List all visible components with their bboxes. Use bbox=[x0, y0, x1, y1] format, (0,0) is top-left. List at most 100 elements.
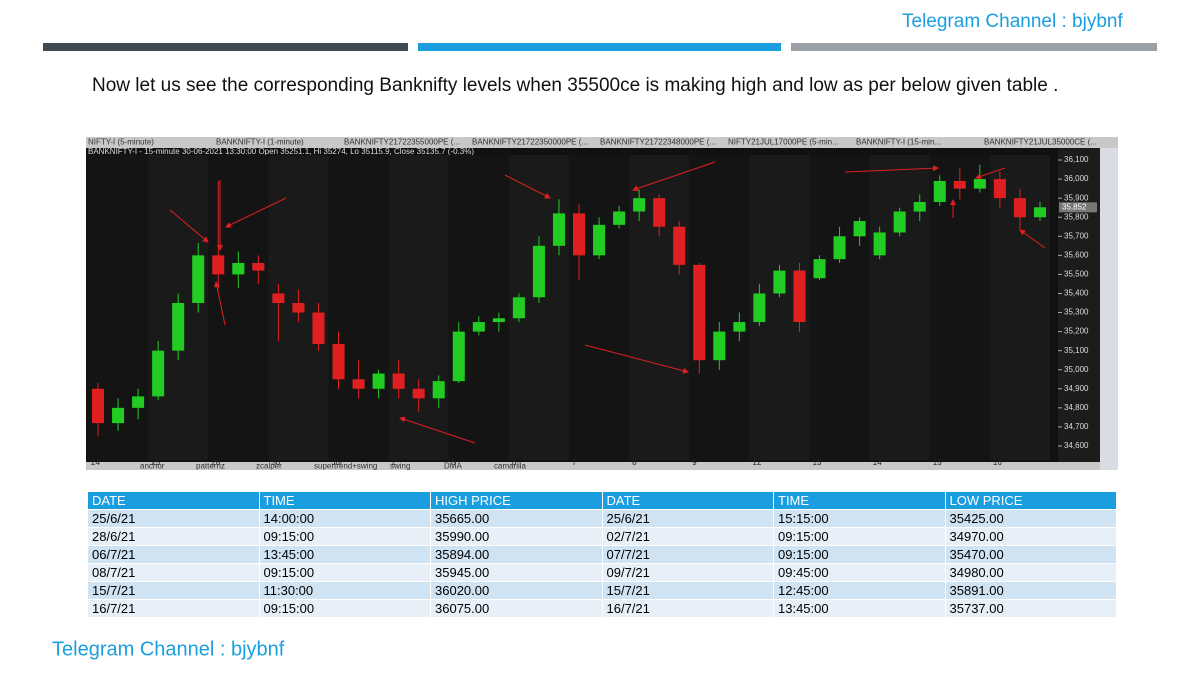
tab-bar bbox=[86, 137, 1118, 148]
column-header: TIME bbox=[258, 491, 431, 510]
candle-body bbox=[693, 264, 706, 361]
table-cell: 09:15:00 bbox=[773, 527, 946, 546]
candle-body bbox=[252, 262, 265, 271]
table-cell: 16/7/21 bbox=[601, 599, 774, 618]
candle-body bbox=[813, 259, 826, 279]
candle-body bbox=[1013, 198, 1026, 218]
chart-tab: NIFTY-I (5-minute) bbox=[88, 138, 154, 147]
table-cell: 09:45:00 bbox=[773, 563, 946, 582]
table-cell: 06/7/21 bbox=[87, 545, 260, 564]
table-cell: 34980.00 bbox=[944, 563, 1117, 582]
bottom-tab: anchor bbox=[140, 462, 165, 471]
table-cell: 35894.00 bbox=[430, 545, 603, 564]
table-cell: 09:15:00 bbox=[258, 527, 431, 546]
chart-tab: BANKNIFTY-I (1-minute) bbox=[216, 138, 304, 147]
bottom-tab: swing bbox=[390, 462, 410, 471]
y-tick-label: 35,600 bbox=[1064, 250, 1089, 259]
header-channel: Telegram Channel : bjybnf bbox=[902, 11, 1123, 32]
candle-body bbox=[893, 211, 906, 233]
candle-body bbox=[112, 407, 125, 424]
candle-body bbox=[653, 198, 666, 227]
candle-body bbox=[753, 293, 766, 323]
day-band bbox=[388, 155, 449, 460]
candle-body bbox=[673, 226, 686, 265]
x-tick-label: 25 bbox=[151, 458, 160, 467]
candle-body bbox=[312, 312, 325, 344]
candle-body bbox=[152, 350, 165, 397]
table-cell: 12:45:00 bbox=[773, 581, 946, 600]
price-axis bbox=[1058, 148, 1100, 462]
candle-body bbox=[372, 373, 385, 389]
table-cell: 13:45:00 bbox=[773, 599, 946, 618]
candle-body bbox=[953, 181, 966, 189]
candle-body bbox=[733, 322, 746, 332]
y-tick-label: 34,700 bbox=[1064, 422, 1089, 431]
candle-body bbox=[973, 179, 986, 189]
footer-channel: Telegram Channel : bjybnf bbox=[52, 638, 285, 660]
candle-body bbox=[613, 211, 626, 225]
candle-body bbox=[172, 303, 185, 351]
table-cell: 35737.00 bbox=[944, 599, 1117, 618]
y-tick-label: 36,100 bbox=[1064, 155, 1089, 164]
header-bar bbox=[791, 43, 1157, 51]
day-band bbox=[869, 155, 930, 460]
y-tick-label: 35,300 bbox=[1064, 308, 1089, 317]
x-tick-label: Jul bbox=[332, 458, 342, 467]
x-tick-label: 7 bbox=[572, 458, 577, 467]
table-cell: 08/7/21 bbox=[87, 563, 260, 582]
table-cell: 02/7/21 bbox=[601, 527, 774, 546]
table-row: 15/7/21 11:30:00 36020.00 15/7/21 12:45:00 35… bbox=[87, 581, 1117, 600]
candle-body bbox=[92, 388, 105, 424]
bottom-tab: supertrend+swing bbox=[314, 462, 377, 471]
table-row: 06/7/21 13:45:00 35894.00 07/7/21 09:15:00 35… bbox=[87, 545, 1117, 564]
table-cell: 35945.00 bbox=[430, 563, 603, 582]
y-tick-label: 34,900 bbox=[1064, 384, 1089, 393]
toolbar bbox=[1100, 148, 1118, 470]
y-tick-label: 35,800 bbox=[1064, 212, 1089, 221]
day-band bbox=[809, 155, 870, 460]
candle-body bbox=[913, 201, 926, 212]
x-tick-label: 24 bbox=[91, 458, 100, 467]
chart-tab: BANKNIFTY-I (15-min... bbox=[856, 138, 941, 147]
x-tick-label: 9 bbox=[692, 458, 697, 467]
x-tick-label: 28 bbox=[211, 458, 220, 467]
table-cell: 34970.00 bbox=[944, 527, 1117, 546]
table-cell: 16/7/21 bbox=[87, 599, 260, 618]
candle-body bbox=[1033, 207, 1046, 218]
bottom-tab: zcalper bbox=[256, 462, 282, 471]
bottom-tab-bar bbox=[86, 462, 1100, 470]
candle-body bbox=[292, 303, 305, 313]
chart-tab: BANKNIFTY21722348000PE (... bbox=[600, 138, 716, 147]
x-tick-label: 13 bbox=[813, 458, 822, 467]
x-tick-label: 8 bbox=[632, 458, 637, 467]
x-tick-label: 16 bbox=[993, 458, 1002, 467]
last-price-box bbox=[1059, 202, 1097, 213]
candle-body bbox=[492, 318, 505, 323]
table-cell: 09:15:00 bbox=[258, 599, 431, 618]
chart-tab: NIFTY21JUL17000PE (5-min... bbox=[728, 138, 839, 147]
candle-body bbox=[472, 322, 485, 332]
table-body: 25/6/21 14:00:00 35665.00 25/6/21 15:15:00 35… bbox=[87, 509, 1117, 618]
candle-body bbox=[552, 213, 565, 246]
table-cell: 36075.00 bbox=[430, 599, 603, 618]
header-bar bbox=[43, 43, 408, 51]
x-tick-label: 12 bbox=[752, 458, 761, 467]
candle-body bbox=[272, 293, 285, 303]
candle-body bbox=[793, 270, 806, 323]
y-tick-label: 35,500 bbox=[1064, 270, 1089, 279]
table-cell: 35891.00 bbox=[944, 581, 1117, 600]
intro-text: Now let us see the corresponding Banknif… bbox=[92, 75, 1059, 96]
table-row: 08/7/21 09:15:00 35945.00 09/7/21 09:45:00 34… bbox=[87, 563, 1117, 582]
chart-screenshot: BANKNIFTY-I - 15-minute 30-06-2021 13:30… bbox=[86, 137, 1118, 471]
table-row: 28/6/21 09:15:00 35990.00 02/7/21 09:15:00 34… bbox=[87, 527, 1117, 546]
bottom-tab: DMA bbox=[444, 462, 462, 471]
candle-body bbox=[452, 331, 465, 382]
y-tick-label: 36,000 bbox=[1064, 174, 1089, 183]
table-cell: 09/7/21 bbox=[601, 563, 774, 582]
chart-tab: BANKNIFTY21JUL35000CE (... bbox=[984, 138, 1097, 147]
table-cell: 15/7/21 bbox=[601, 581, 774, 600]
x-tick-label: 2 bbox=[392, 458, 397, 467]
candle-body bbox=[773, 270, 786, 294]
bottom-tab: patternz bbox=[196, 462, 225, 471]
annotations bbox=[169, 161, 1046, 444]
